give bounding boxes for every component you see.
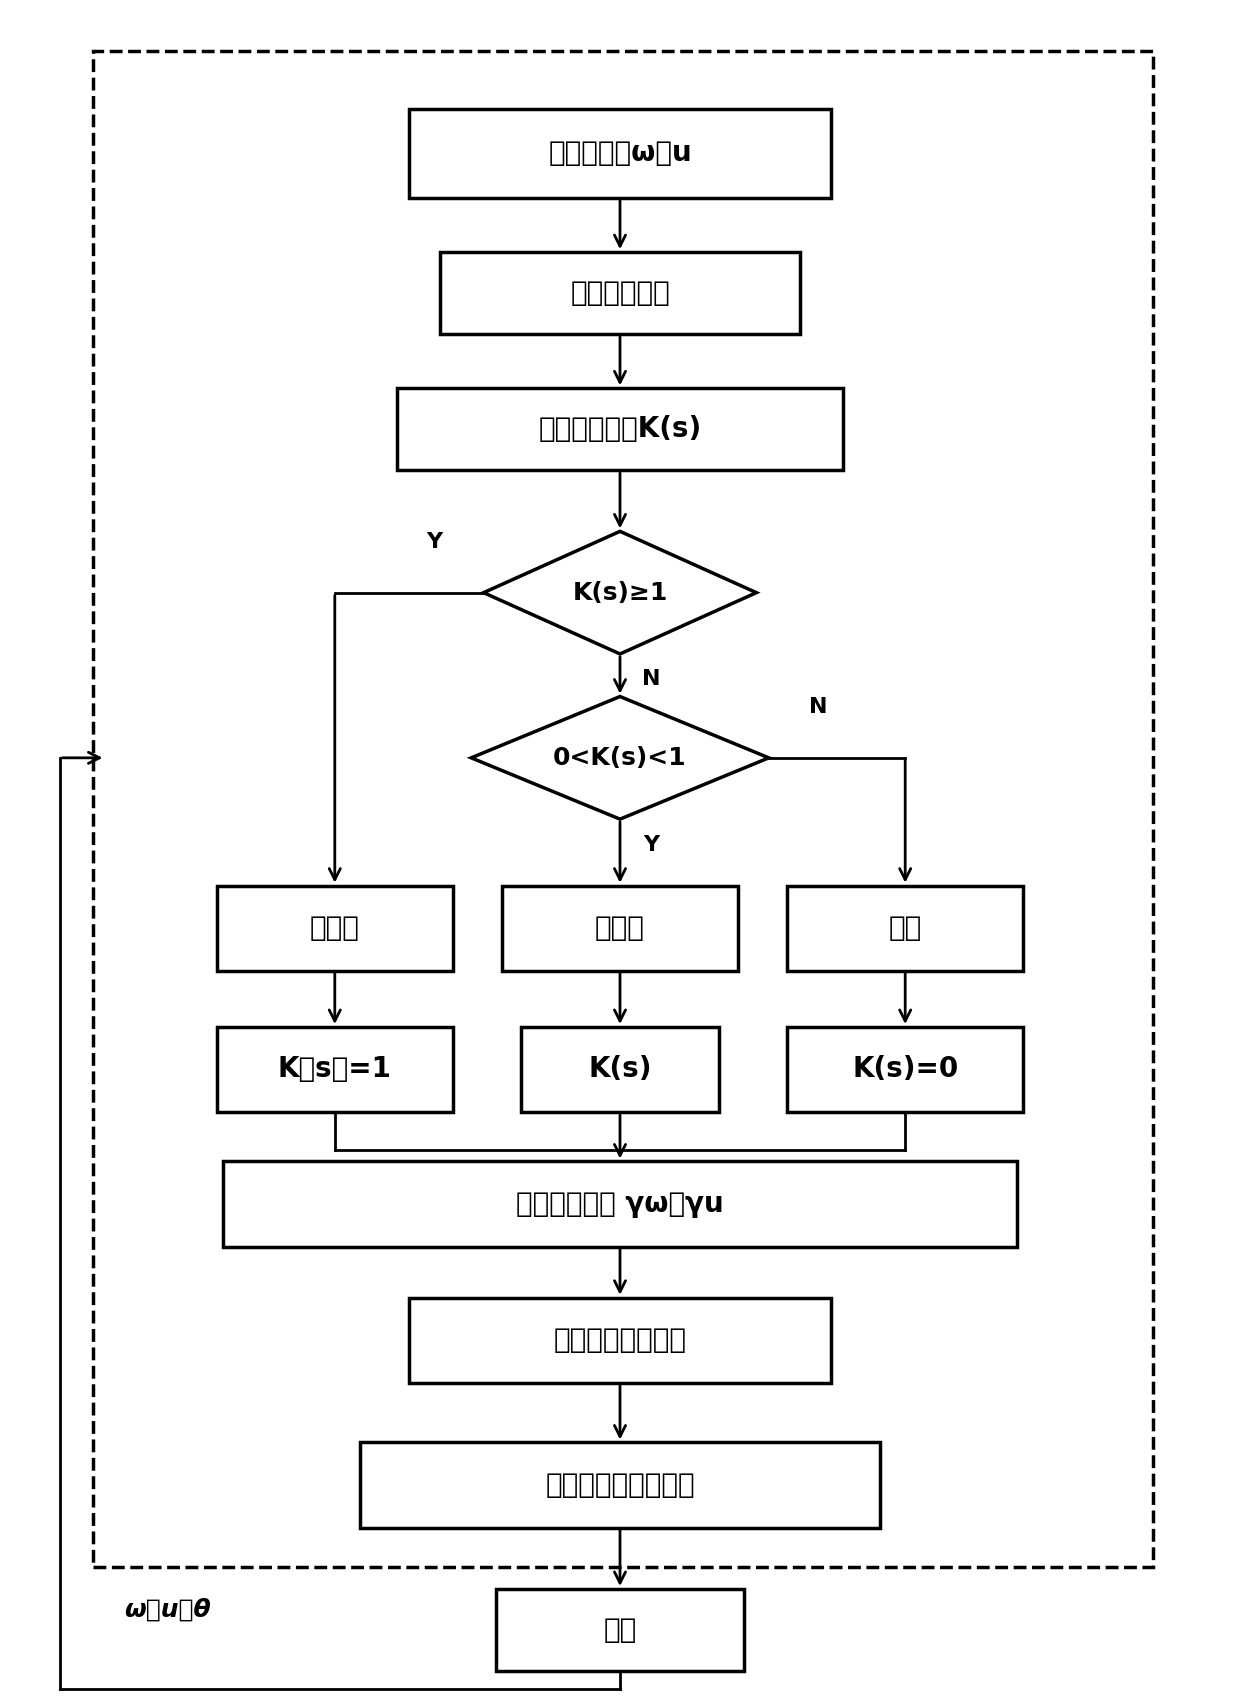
Bar — [93, 51, 1153, 1567]
Text: K（s）=1: K（s）=1 — [278, 1056, 392, 1083]
Bar — [223, 1161, 1017, 1247]
Text: K(s)≥1: K(s)≥1 — [573, 581, 667, 605]
Text: 确定控制比重 γω、γu: 确定控制比重 γω、γu — [516, 1190, 724, 1218]
Text: K(s): K(s) — [588, 1056, 652, 1083]
Bar — [502, 886, 738, 971]
Bar — [409, 1298, 831, 1383]
Bar — [787, 1027, 1023, 1112]
Text: ω、u、θ: ω、u、θ — [124, 1597, 211, 1621]
Bar — [217, 886, 453, 971]
Bar — [360, 1442, 880, 1528]
Text: 经典域: 经典域 — [310, 915, 360, 942]
Bar — [409, 109, 831, 198]
Bar — [521, 1027, 719, 1112]
Text: Y: Y — [642, 834, 660, 855]
Text: 0<K(s)<1: 0<K(s)<1 — [553, 746, 687, 770]
Bar — [217, 1027, 453, 1112]
Text: Y: Y — [425, 531, 443, 552]
Text: 汽车: 汽车 — [604, 1616, 636, 1643]
Text: 可拓人工势场函数: 可拓人工势场函数 — [553, 1327, 687, 1354]
Text: 车道保持横向控制器: 车道保持横向控制器 — [546, 1471, 694, 1499]
Text: 非域: 非域 — [889, 915, 921, 942]
Text: N: N — [642, 669, 660, 690]
Bar — [397, 388, 843, 470]
Text: 可拓域: 可拓域 — [595, 915, 645, 942]
Bar — [440, 252, 800, 334]
Bar — [787, 886, 1023, 971]
Text: N: N — [810, 697, 827, 717]
Text: 划分可拓集合: 划分可拓集合 — [570, 279, 670, 307]
Text: 计算关联函数K(s): 计算关联函数K(s) — [538, 416, 702, 443]
Text: K(s)=0: K(s)=0 — [852, 1056, 959, 1083]
Bar — [496, 1589, 744, 1671]
Text: 提取特征量ω、u: 提取特征量ω、u — [548, 140, 692, 167]
